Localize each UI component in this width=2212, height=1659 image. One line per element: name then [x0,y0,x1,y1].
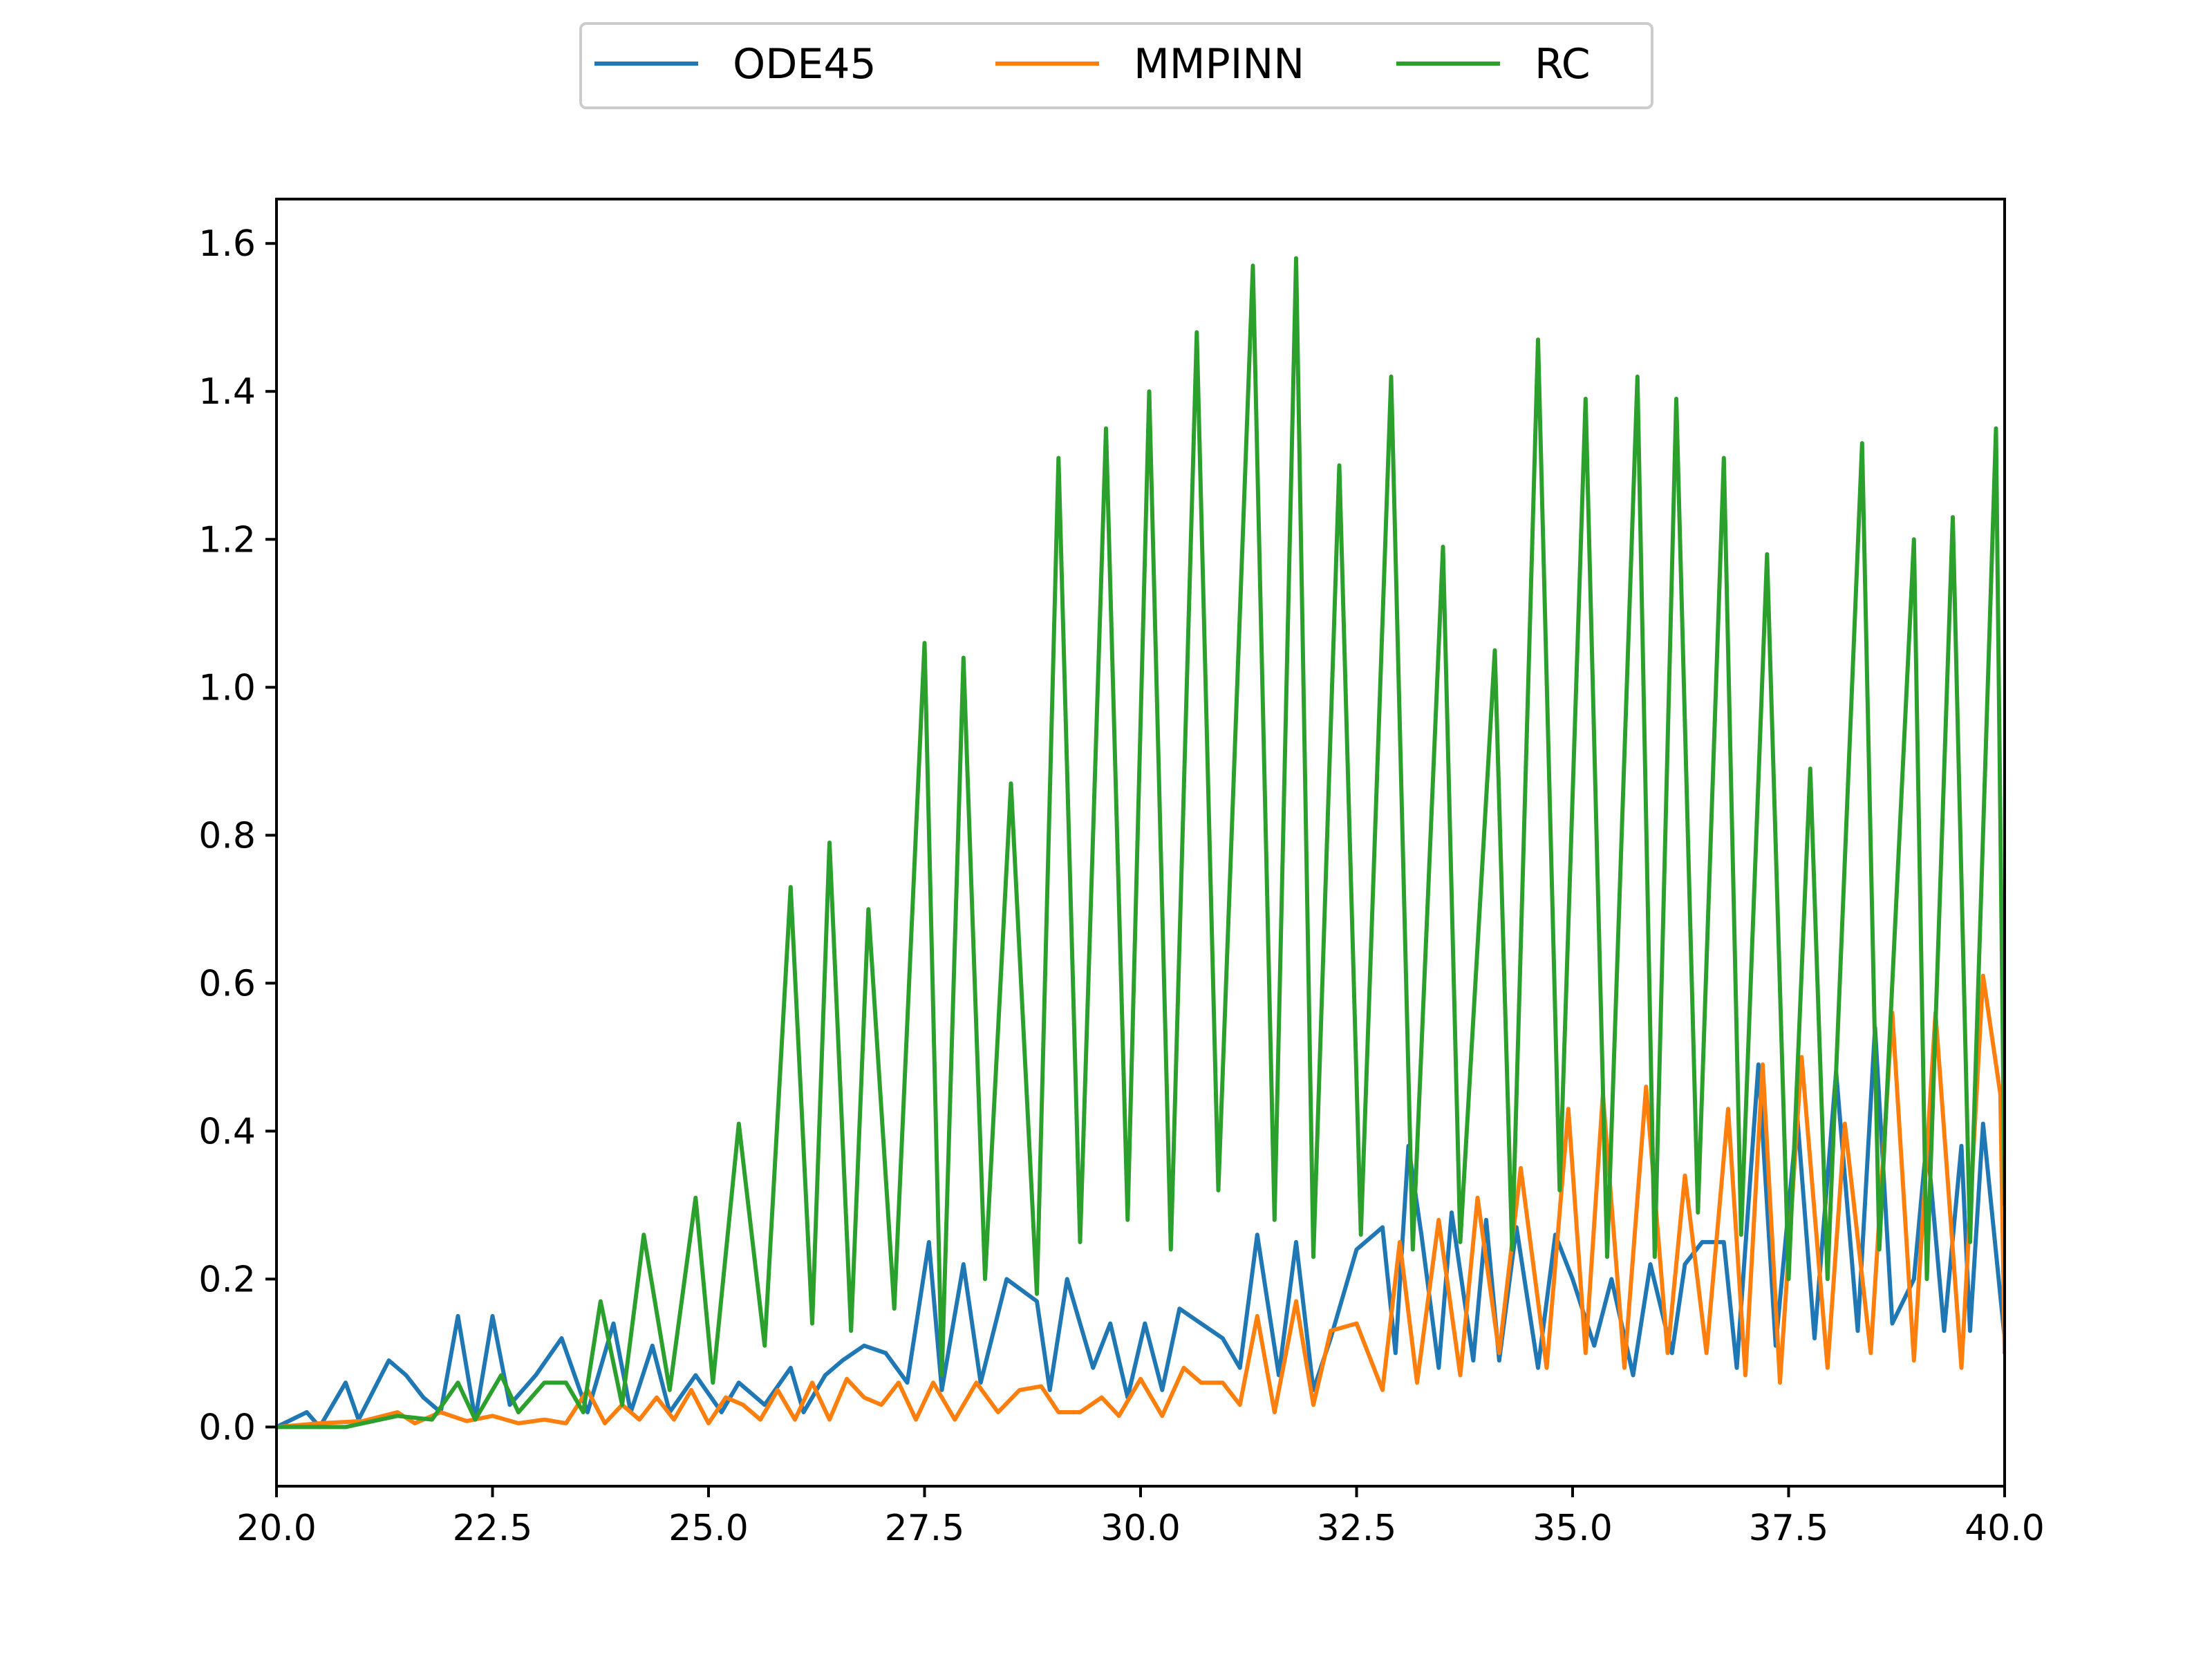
legend-frame [579,22,1653,109]
series-layer [276,256,2005,1430]
x-tick-label: 40.0 [1965,1508,2045,1549]
y-tick-label: 1.0 [198,667,256,709]
x-axis: 20.0 22.5 25.0 27.5 30.0 32.5 35.0 37.5 40.0 [236,1486,2045,1549]
x-tick-label: 37.5 [1749,1508,1829,1549]
legend-label-mmpinn: MMPINN [1134,40,1304,88]
x-tick-label: 22.5 [453,1508,533,1549]
y-axis: 0.0 0.2 0.4 0.6 0.8 1.0 1.2 1.4 1.6 [198,223,276,1448]
legend: ODE45 MMPINN RC [579,22,1653,109]
y-tick-label: 1.2 [198,519,256,561]
y-tick-label: 1.6 [198,223,256,265]
y-tick-label: 0.8 [198,815,256,856]
x-tick-label: 27.5 [885,1508,965,1549]
series-line-ode45 [276,1025,2005,1430]
y-tick-label: 0.4 [198,1111,256,1152]
legend-label-rc: RC [1535,40,1591,88]
x-tick-label: 20.0 [236,1508,317,1549]
x-tick-label: 32.5 [1317,1508,1397,1549]
x-tick-label: 25.0 [668,1508,749,1549]
y-tick-label: 0.6 [198,963,256,1004]
legend-label-ode45: ODE45 [733,40,877,88]
x-tick-label: 30.0 [1100,1508,1181,1549]
x-tick-label: 35.0 [1533,1508,1613,1549]
y-tick-label: 0.0 [198,1407,256,1448]
y-tick-label: 1.4 [198,371,256,413]
series-line-mmpinn [276,973,2005,1430]
plot-area: 20.0 22.5 25.0 27.5 30.0 32.5 35.0 37.5 40.0 0.0… [198,198,2045,1549]
series-line-rc [276,256,2005,1430]
y-tick-label: 0.2 [198,1259,256,1300]
